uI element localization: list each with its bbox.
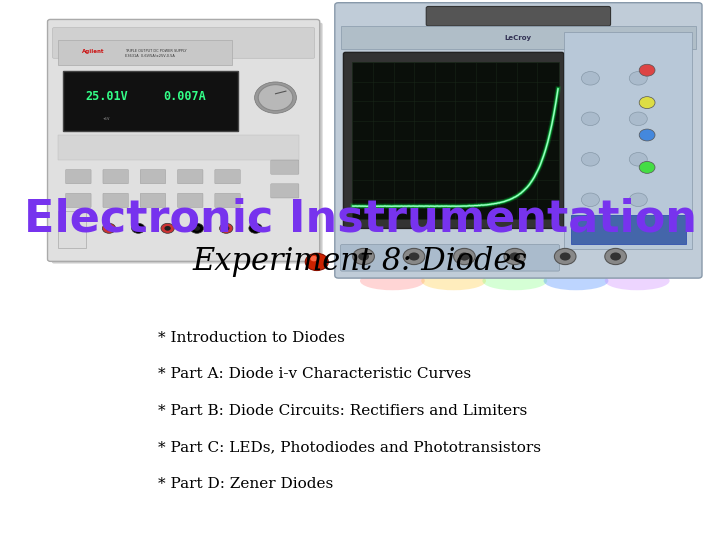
Ellipse shape <box>605 271 670 291</box>
FancyBboxPatch shape <box>103 193 128 207</box>
Ellipse shape <box>544 271 608 291</box>
FancyBboxPatch shape <box>52 23 323 264</box>
FancyBboxPatch shape <box>58 211 86 248</box>
FancyBboxPatch shape <box>215 193 240 207</box>
Text: * Part A: Diode i-v Characteristic Curves: * Part A: Diode i-v Characteristic Curve… <box>158 367 472 381</box>
FancyBboxPatch shape <box>341 26 696 49</box>
Text: E3631A  0-6V/5A/±25V,0.5A: E3631A 0-6V/5A/±25V,0.5A <box>125 54 175 58</box>
Circle shape <box>409 252 419 261</box>
FancyBboxPatch shape <box>341 245 559 271</box>
Circle shape <box>560 252 571 261</box>
Ellipse shape <box>360 271 425 291</box>
Circle shape <box>629 193 647 206</box>
Circle shape <box>164 226 171 231</box>
Text: * Introduction to Diodes: * Introduction to Diodes <box>158 330 346 345</box>
Text: Agilent: Agilent <box>82 49 105 54</box>
FancyBboxPatch shape <box>66 193 91 207</box>
FancyBboxPatch shape <box>53 28 315 58</box>
FancyBboxPatch shape <box>271 184 299 198</box>
FancyBboxPatch shape <box>58 40 233 65</box>
Circle shape <box>255 82 297 113</box>
Circle shape <box>403 248 425 265</box>
Text: 25.01V: 25.01V <box>86 90 128 103</box>
Ellipse shape <box>482 271 547 291</box>
Circle shape <box>582 152 599 166</box>
FancyBboxPatch shape <box>178 170 203 184</box>
Circle shape <box>258 85 293 111</box>
FancyBboxPatch shape <box>103 170 128 184</box>
FancyBboxPatch shape <box>58 135 299 160</box>
Text: LeCroy: LeCroy <box>505 35 532 41</box>
FancyBboxPatch shape <box>571 215 685 244</box>
Circle shape <box>161 224 174 233</box>
Circle shape <box>190 224 204 233</box>
Text: Electronic Instrumentation: Electronic Instrumentation <box>24 197 696 240</box>
FancyBboxPatch shape <box>48 19 320 261</box>
FancyBboxPatch shape <box>140 193 166 207</box>
Circle shape <box>629 71 647 85</box>
Circle shape <box>459 252 470 261</box>
Circle shape <box>611 252 621 261</box>
Circle shape <box>106 226 112 231</box>
FancyBboxPatch shape <box>66 170 91 184</box>
Circle shape <box>639 161 655 173</box>
FancyBboxPatch shape <box>215 170 240 184</box>
Circle shape <box>353 248 374 265</box>
FancyBboxPatch shape <box>426 6 611 26</box>
Circle shape <box>454 248 475 265</box>
Circle shape <box>194 226 200 231</box>
FancyBboxPatch shape <box>335 3 702 278</box>
FancyBboxPatch shape <box>140 170 166 184</box>
Circle shape <box>252 226 258 231</box>
Circle shape <box>554 248 576 265</box>
Circle shape <box>605 248 626 265</box>
Circle shape <box>582 193 599 206</box>
Ellipse shape <box>421 271 486 291</box>
FancyBboxPatch shape <box>178 193 203 207</box>
Text: * Part D: Zener Diodes: * Part D: Zener Diodes <box>158 477 333 491</box>
FancyBboxPatch shape <box>63 71 238 131</box>
FancyBboxPatch shape <box>352 62 559 219</box>
Circle shape <box>359 252 369 261</box>
Circle shape <box>629 152 647 166</box>
FancyBboxPatch shape <box>271 160 299 174</box>
Circle shape <box>305 253 328 271</box>
Circle shape <box>629 112 647 126</box>
Circle shape <box>102 224 116 233</box>
Text: 0.007A: 0.007A <box>163 90 207 103</box>
Circle shape <box>310 256 318 261</box>
Circle shape <box>223 226 230 231</box>
Circle shape <box>132 224 145 233</box>
Circle shape <box>504 248 526 265</box>
Text: TRIPLE OUTPUT DC POWER SUPPLY: TRIPLE OUTPUT DC POWER SUPPLY <box>125 49 186 53</box>
FancyBboxPatch shape <box>343 52 564 228</box>
Circle shape <box>510 252 520 261</box>
Circle shape <box>639 97 655 109</box>
Text: * Part B: Diode Circuits: Rectifiers and Limiters: * Part B: Diode Circuits: Rectifiers and… <box>158 404 528 418</box>
Circle shape <box>582 112 599 126</box>
Circle shape <box>135 226 142 231</box>
Circle shape <box>249 224 262 233</box>
Circle shape <box>220 224 233 233</box>
Circle shape <box>639 129 655 141</box>
Circle shape <box>582 71 599 85</box>
Text: +6V: +6V <box>103 117 111 121</box>
Text: Experiment 8: Diodes: Experiment 8: Diodes <box>192 246 528 278</box>
FancyBboxPatch shape <box>564 32 692 249</box>
Circle shape <box>639 64 655 76</box>
Text: * Part C: LEDs, Photodiodes and Phototransistors: * Part C: LEDs, Photodiodes and Phototra… <box>158 441 541 455</box>
